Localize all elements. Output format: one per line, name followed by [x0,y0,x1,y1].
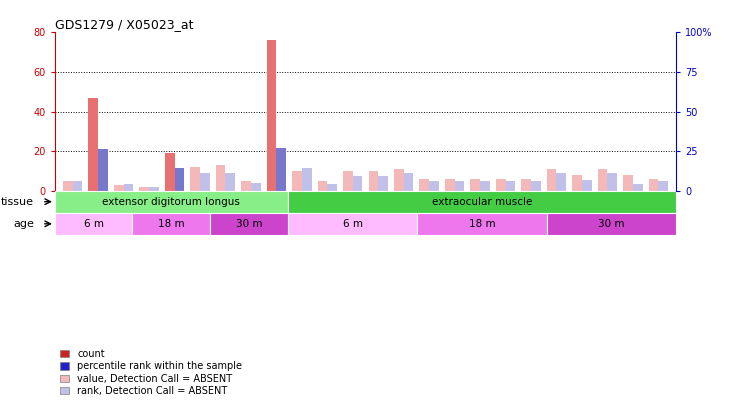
Bar [547,213,676,235]
Bar [531,181,541,191]
Bar [471,179,480,191]
Text: tissue: tissue [1,197,34,207]
Bar [288,213,417,235]
Bar [633,184,643,191]
Text: 6 m: 6 m [343,219,363,229]
Bar [241,181,251,191]
Bar [63,181,72,191]
Bar [72,181,83,191]
Text: 18 m: 18 m [469,219,496,229]
Bar [292,171,302,191]
Text: extensor digitorum longus: extensor digitorum longus [102,197,240,207]
Bar [394,169,404,191]
Bar [429,181,439,191]
Bar [175,168,184,191]
Bar [648,179,659,191]
Bar [211,213,288,235]
Bar [55,191,288,213]
Legend: count, percentile rank within the sample, value, Detection Call = ABSENT, rank, : count, percentile rank within the sample… [60,349,242,396]
Bar [225,173,235,191]
Bar [420,179,429,191]
Bar [302,168,311,191]
Bar [378,176,388,191]
Bar [200,173,210,191]
Bar [368,171,378,191]
Bar [98,149,107,191]
Bar [149,188,159,191]
Bar [88,98,98,191]
Bar [114,185,124,191]
Text: 6 m: 6 m [83,219,104,229]
Bar [556,173,567,191]
Bar [607,173,617,191]
Bar [55,213,132,235]
Bar [572,175,582,191]
Bar [140,187,149,191]
Bar [124,184,133,191]
Text: GDS1279 / X05023_at: GDS1279 / X05023_at [55,18,193,31]
Bar [132,213,211,235]
Text: 30 m: 30 m [598,219,625,229]
Bar [582,179,591,191]
Bar [659,181,668,191]
Bar [288,191,676,213]
Bar [216,165,225,191]
Bar [190,167,200,191]
Bar [455,181,464,191]
Text: age: age [13,219,34,229]
Text: 30 m: 30 m [235,219,262,229]
Bar [417,213,547,235]
Bar [267,40,276,191]
Text: 18 m: 18 m [158,219,185,229]
Bar [480,181,490,191]
Bar [318,181,327,191]
Bar [598,169,607,191]
Bar [164,153,175,191]
Bar [521,179,531,191]
Bar [404,173,413,191]
Bar [506,181,515,191]
Bar [251,183,260,191]
Bar [327,184,337,191]
Bar [343,171,353,191]
Bar [276,148,286,191]
Bar [445,179,455,191]
Bar [547,169,556,191]
Text: extraocular muscle: extraocular muscle [432,197,532,207]
Bar [353,176,363,191]
Bar [496,179,506,191]
Bar [624,175,633,191]
